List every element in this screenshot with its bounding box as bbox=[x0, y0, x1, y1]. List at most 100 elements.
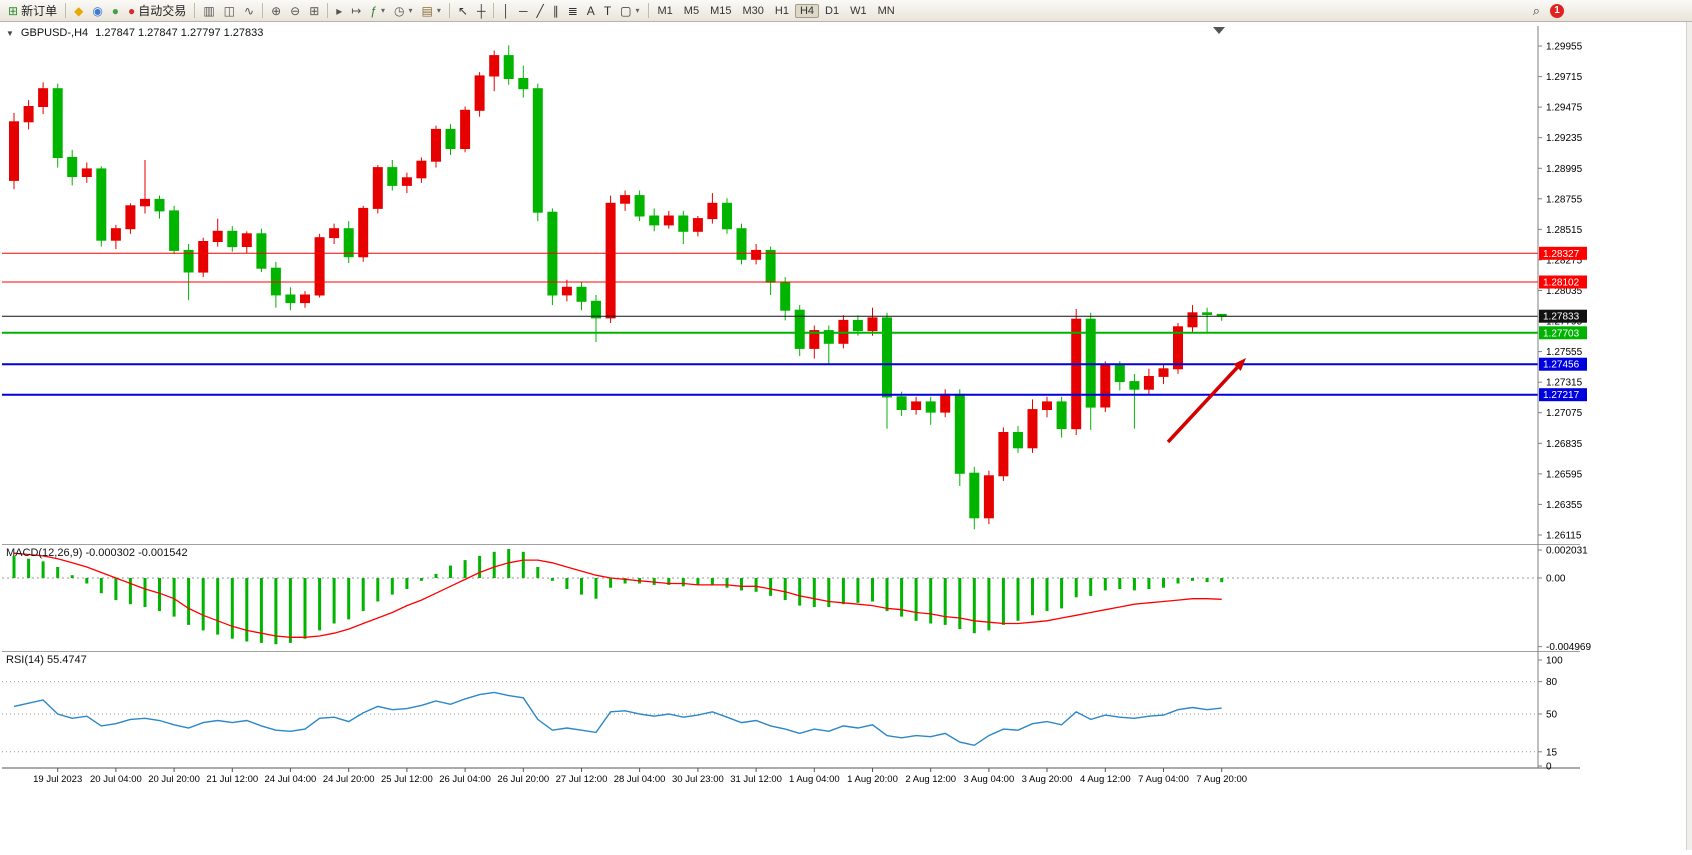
svg-text:1.29955: 1.29955 bbox=[1546, 42, 1583, 53]
channel-button[interactable]: ∥ bbox=[549, 1, 563, 21]
chart-ohlc-readout: 1.27847 1.27847 1.27797 1.27833 bbox=[95, 27, 264, 39]
toolbar-separator bbox=[194, 3, 196, 18]
trend-arrow[interactable] bbox=[1166, 358, 1246, 444]
trendline-icon: ╱ bbox=[536, 3, 544, 18]
rsi-indicator-label: RSI(14) 55.4747 bbox=[6, 654, 87, 666]
timeframe-d1-button[interactable]: D1 bbox=[825, 4, 840, 17]
svg-text:1.28102: 1.28102 bbox=[1543, 278, 1580, 289]
new-order-icon: ⊞ bbox=[8, 3, 19, 18]
chart-shift-button[interactable]: ↦ bbox=[347, 1, 365, 21]
text-button[interactable]: A bbox=[583, 1, 599, 21]
price-chart-canvas[interactable]: 1.29955 1.29715 1.29475 1.29235 1.28995 1.287… bbox=[0, 22, 1692, 850]
timeframe-mn-button[interactable]: MN bbox=[877, 4, 895, 17]
new-order-button-label: 新订单 bbox=[21, 4, 58, 18]
timeframe-m30-button[interactable]: M30 bbox=[742, 4, 764, 17]
svg-text:27 Jul 12:00: 27 Jul 12:00 bbox=[556, 774, 608, 785]
svg-text:1.27703: 1.27703 bbox=[1543, 328, 1580, 339]
line-chart-button[interactable]: ∿ bbox=[240, 1, 258, 21]
timeframe-m5-button[interactable]: M5 bbox=[683, 4, 700, 17]
label-button[interactable]: T bbox=[600, 1, 615, 21]
crosshair-button[interactable]: ┼ bbox=[473, 1, 490, 21]
horizontal-line-button[interactable]: ─ bbox=[515, 1, 532, 21]
channel-icon: ∥ bbox=[552, 3, 559, 18]
svg-text:1.27833: 1.27833 bbox=[1543, 312, 1580, 323]
fibonacci-icon: ≣ bbox=[567, 3, 578, 18]
periods-button[interactable]: ◷ ▾ bbox=[390, 1, 417, 21]
svg-text:24 Jul 04:00: 24 Jul 04:00 bbox=[265, 774, 317, 785]
text-icon: A bbox=[586, 3, 595, 18]
chart-shift-icon: ↦ bbox=[351, 3, 362, 18]
mql5-market-button[interactable]: ◆ bbox=[70, 1, 87, 21]
pane-separators[interactable] bbox=[2, 544, 1580, 769]
zoom-in-button[interactable]: ⊕ bbox=[267, 1, 285, 21]
candlestick-icon: ◫ bbox=[223, 3, 235, 18]
bar-chart-icon: ▥ bbox=[203, 3, 215, 18]
signals-button[interactable]: ◉ bbox=[88, 1, 106, 21]
svg-text:26 Jul 20:00: 26 Jul 20:00 bbox=[497, 774, 549, 785]
price-tags: 1.28327 1.28102 1.27833 1.27703 1.27456 1.272… bbox=[1539, 246, 1587, 402]
search-icon[interactable]: ⌕ bbox=[1532, 2, 1540, 18]
fibonacci-button[interactable]: ≣ bbox=[564, 1, 582, 21]
autotrading-icon: ● bbox=[128, 3, 136, 18]
shapes-icon: ▢ bbox=[620, 3, 632, 18]
auto-scroll-button[interactable]: ▸ bbox=[332, 1, 346, 21]
timeframe-m15-button[interactable]: M15 bbox=[710, 4, 732, 17]
label-icon: T bbox=[603, 3, 612, 18]
svg-text:24 Jul 20:00: 24 Jul 20:00 bbox=[323, 774, 375, 785]
dropdown-arrow-icon: ▾ bbox=[408, 6, 413, 15]
vertical-line-button[interactable]: │ bbox=[498, 1, 514, 21]
trendline-button[interactable]: ╱ bbox=[533, 1, 548, 21]
timeframe-h4-button[interactable]: H4 bbox=[794, 3, 820, 18]
macd-pane bbox=[2, 549, 1538, 645]
templates-button[interactable]: ▤ ▾ bbox=[418, 1, 445, 21]
svg-text:0.00: 0.00 bbox=[1546, 574, 1566, 585]
new-order-button[interactable]: ⊞ 新订单 bbox=[4, 1, 61, 21]
tile-windows-button[interactable]: ⊞ bbox=[305, 1, 323, 21]
svg-text:1.26355: 1.26355 bbox=[1546, 500, 1583, 511]
timeframe-w1-button[interactable]: W1 bbox=[850, 4, 867, 17]
dropdown-arrow-icon: ▾ bbox=[635, 6, 640, 15]
timeframe-m1-button[interactable]: M1 bbox=[657, 4, 673, 17]
svg-text:7 Aug 20:00: 7 Aug 20:00 bbox=[1196, 774, 1247, 785]
svg-text:19 Jul 2023: 19 Jul 2023 bbox=[33, 774, 82, 785]
zoom-in-icon: ⊕ bbox=[271, 3, 282, 18]
toolbar: ⊞ 新订单 ◆ ◉ ● ● 自动交易 ▥ ◫ ∿ ⊕ ⊖ ⊞ ▸ ↦ ƒ ▾ ◷ ▾ ▤ ▾ ↖ ┼ │ ─ ╱ ∥ ≣ A T ▢ ▾ M1 M… bbox=[0, 0, 1692, 22]
indicators-icon: ƒ bbox=[370, 3, 378, 18]
notification-badge[interactable]: 1 bbox=[1550, 3, 1564, 18]
svg-text:1.28755: 1.28755 bbox=[1546, 194, 1583, 205]
svg-text:3 Aug 20:00: 3 Aug 20:00 bbox=[1022, 774, 1073, 785]
svg-text:30 Jul 23:00: 30 Jul 23:00 bbox=[672, 774, 724, 785]
svg-text:1.26835: 1.26835 bbox=[1546, 439, 1583, 450]
indicators-button[interactable]: ƒ ▾ bbox=[366, 1, 389, 21]
shapes-button[interactable]: ▢ ▾ bbox=[616, 1, 643, 21]
timeframe-h1-button[interactable]: H1 bbox=[774, 4, 789, 17]
autotrading-button-label: 自动交易 bbox=[138, 4, 187, 18]
candlestick-chart-button[interactable]: ◫ bbox=[220, 1, 239, 21]
macd-indicator-label: MACD(12,26,9) -0.000302 -0.001542 bbox=[6, 547, 188, 559]
horizontal-lines-layer[interactable] bbox=[2, 252, 1538, 396]
clock-icon: ◷ bbox=[394, 3, 405, 18]
svg-text:-0.004969: -0.004969 bbox=[1546, 642, 1591, 653]
svg-text:20 Jul 20:00: 20 Jul 20:00 bbox=[148, 774, 200, 785]
rsi-pane bbox=[2, 681, 1538, 753]
svg-text:0: 0 bbox=[1546, 762, 1552, 773]
svg-text:4 Aug 12:00: 4 Aug 12:00 bbox=[1080, 774, 1131, 785]
svg-text:15: 15 bbox=[1546, 747, 1558, 758]
svg-text:26 Jul 04:00: 26 Jul 04:00 bbox=[439, 774, 491, 785]
candlestick-layer bbox=[9, 45, 1227, 530]
chart-shift-marker-icon[interactable] bbox=[1213, 27, 1225, 34]
price-axis[interactable]: 1.29955 1.29715 1.29475 1.29235 1.28995 1.287… bbox=[1537, 26, 1591, 773]
svg-text:20 Jul 04:00: 20 Jul 04:00 bbox=[90, 774, 142, 785]
window-scrollbar[interactable] bbox=[1686, 21, 1692, 850]
vps-button[interactable]: ● bbox=[108, 1, 123, 21]
svg-text:1.29475: 1.29475 bbox=[1546, 103, 1583, 114]
bar-chart-button[interactable]: ▥ bbox=[199, 1, 218, 21]
dropdown-arrow-icon: ▾ bbox=[436, 6, 441, 15]
svg-text:1.29715: 1.29715 bbox=[1546, 72, 1583, 83]
autotrading-button[interactable]: ● 自动交易 bbox=[124, 1, 190, 21]
one-click-trading-collapse-icon[interactable]: ▼ bbox=[6, 28, 14, 38]
cursor-button[interactable]: ↖ bbox=[454, 1, 472, 21]
zoom-out-button[interactable]: ⊖ bbox=[286, 1, 304, 21]
time-axis[interactable]: 19 Jul 2023 20 Jul 04:00 20 Jul 20:00 21 Ju… bbox=[33, 768, 1247, 785]
svg-text:25 Jul 12:00: 25 Jul 12:00 bbox=[381, 774, 433, 785]
